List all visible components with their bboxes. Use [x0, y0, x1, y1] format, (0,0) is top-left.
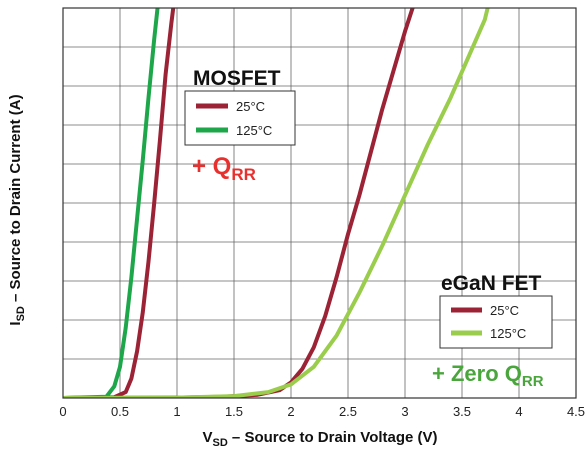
mosfet-125c-line	[63, 8, 160, 398]
x-tick-label: 2	[287, 404, 294, 419]
x-tick-label: 1.5	[225, 404, 243, 419]
y-axis-title-main: I	[7, 321, 24, 325]
x-axis-title-rest: – Source to Drain Voltage (V)	[228, 429, 438, 446]
mosfet-25c-line	[63, 8, 176, 398]
x-tick-labels: 0 0.5 1 1.5 2 2.5 3 3.5 4 4.5	[59, 404, 585, 419]
x-tick-label: 0	[59, 404, 66, 419]
egan-25c-line	[63, 8, 415, 398]
x-tick-label: 2.5	[339, 404, 357, 419]
mosfet-note-sub: RR	[231, 165, 256, 184]
egan-title: eGaN FET	[441, 272, 542, 295]
mosfet-title: MOSFET	[193, 67, 281, 90]
x-tick-label: 1	[173, 404, 180, 419]
series-lines	[63, 8, 490, 398]
mosfet-legend-label-125c: 125°C	[236, 123, 272, 138]
egan-legend-box	[439, 295, 553, 349]
egan-note-main: + Zero Q	[432, 361, 522, 386]
x-axis-title-main: V	[202, 429, 212, 446]
egan-legend-label-125c: 125°C	[490, 326, 526, 341]
x-axis-title-sub: SD	[212, 437, 227, 449]
egan-legend-label-25c: 25°C	[490, 303, 519, 318]
mosfet-legend: 25°C 125°C	[184, 90, 296, 146]
egan-legend: 25°C 125°C	[439, 295, 553, 349]
x-axis-title: VSD – Source to Drain Voltage (V)	[202, 429, 437, 449]
y-axis-title-rest: – Source to Drain Current (A)	[7, 94, 24, 306]
x-tick-label: 4	[515, 404, 522, 419]
egan-125c-line	[63, 8, 490, 398]
egan-note: + Zero QRR	[432, 361, 544, 390]
x-tick-label: 3	[401, 404, 408, 419]
mosfet-note: + QRR	[192, 153, 256, 184]
mosfet-note-main: + Q	[192, 153, 231, 180]
plot-frame	[62, 7, 577, 399]
x-tick-label: 4.5	[567, 404, 585, 419]
y-axis-title-sub: SD	[15, 306, 27, 321]
mosfet-legend-label-25c: 25°C	[236, 99, 265, 114]
egan-note-sub: RR	[522, 373, 544, 390]
mosfet-legend-box	[184, 90, 296, 146]
x-tick-label: 0.5	[111, 404, 129, 419]
y-axis-title: ISD – Source to Drain Current (A)	[7, 94, 27, 325]
x-tick-label: 3.5	[453, 404, 471, 419]
